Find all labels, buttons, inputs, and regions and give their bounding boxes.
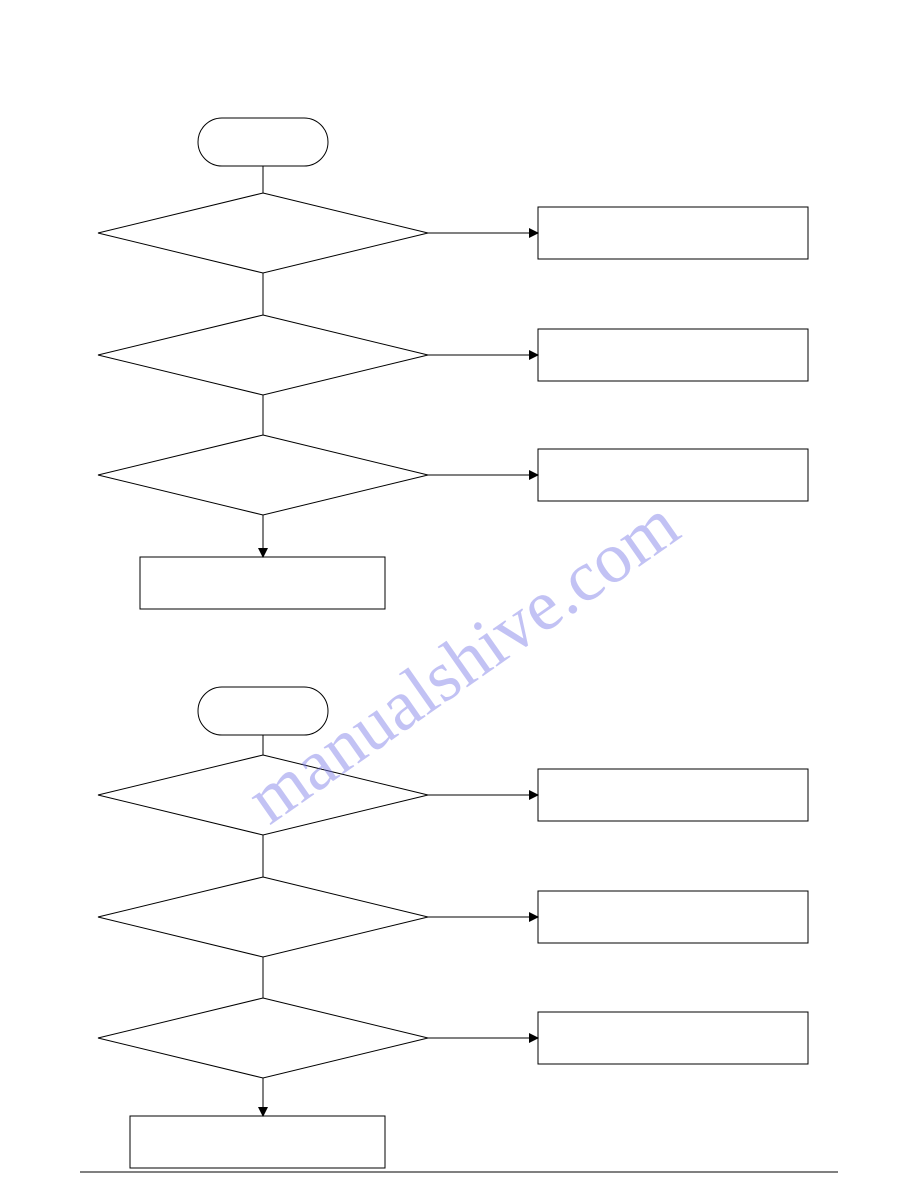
fc1-process-0 (538, 207, 808, 259)
fc2-terminator (198, 687, 328, 735)
fc1-process-1 (538, 329, 808, 381)
fc1-result-box (140, 557, 385, 609)
fc1-decision-2 (98, 435, 428, 515)
fc2-process-0 (538, 769, 808, 821)
fc1-decision-0 (98, 193, 428, 273)
fc1-process-2 (538, 449, 808, 501)
fc2-decision-2 (98, 998, 428, 1078)
fc2-process-1 (538, 891, 808, 943)
fc2-decision-1 (98, 877, 428, 957)
fc2-process-2 (538, 1012, 808, 1064)
fc1-decision-1 (98, 315, 428, 395)
fc2-result-box (130, 1116, 385, 1168)
fc1-terminator (198, 118, 328, 166)
fc2-decision-0 (98, 755, 428, 835)
flowchart-canvas (0, 0, 918, 1188)
